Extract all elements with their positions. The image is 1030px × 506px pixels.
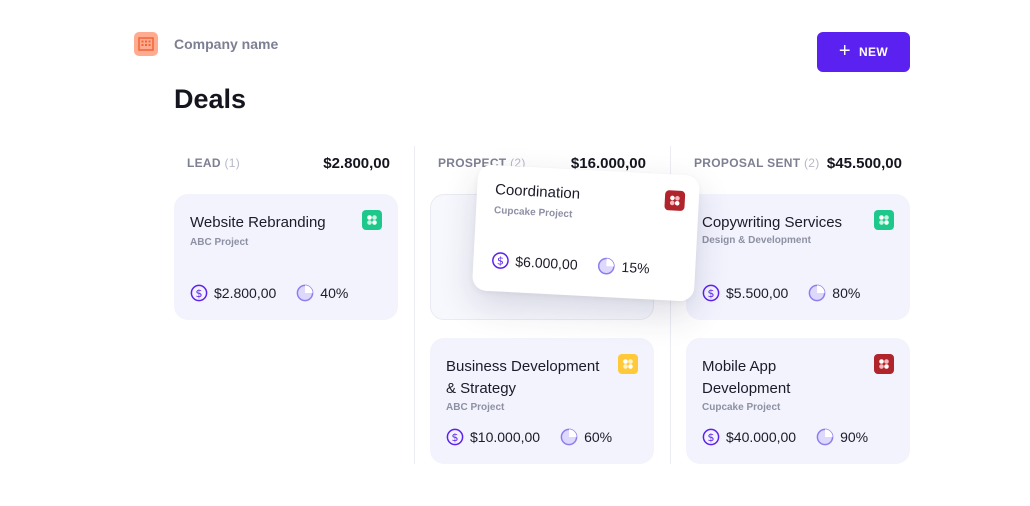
column-count: (2) [804, 156, 820, 170]
deal-probability: 15% [597, 257, 650, 278]
deal-metrics: $ $6.000,00 15% [491, 251, 650, 277]
pie-icon [816, 428, 834, 446]
deal-probability: 40% [296, 284, 348, 302]
deal-title: Website Rebranding [190, 214, 326, 231]
new-button-label: NEW [858, 45, 889, 59]
column-divider [670, 146, 671, 464]
column-total: $45.500,00 [826, 154, 902, 172]
svg-text:$: $ [708, 287, 715, 300]
pie-icon [598, 257, 615, 275]
deal-metrics: $ $2.800,00 40% [190, 284, 348, 302]
column-header-prospect: PROSPECT (2) $16.000,00 [438, 154, 646, 172]
new-deal-button[interactable]: + NEW [817, 32, 910, 72]
dollar-icon: $ [702, 284, 720, 302]
column-total: $2.800,00 [323, 154, 390, 172]
plus-icon: + [838, 40, 851, 62]
svg-text:$: $ [196, 287, 203, 300]
column-total: $16.000,00 [570, 154, 646, 172]
deal-probability: 60% [560, 428, 612, 446]
deal-title: Copywriting Services [702, 214, 843, 231]
column-label: LEAD (1) [187, 156, 241, 170]
deal-card-mobile-app-development[interactable]: Mobile App Development Cupcake Project $… [686, 338, 910, 464]
column-count: (1) [224, 156, 241, 170]
deal-metrics: $ $5.500,00 80% [702, 284, 860, 302]
deal-amount: $ $10.000,00 [446, 428, 540, 446]
deal-title: Mobile App Development [702, 358, 791, 397]
svg-text:$: $ [497, 254, 505, 267]
deal-card-business-development[interactable]: Business Development & Strategy ABC Proj… [430, 338, 654, 464]
deal-amount: $ $2.800,00 [190, 284, 276, 302]
red-badge-icon [874, 354, 894, 374]
deal-title: Business Development & Strategy [446, 358, 600, 397]
green-badge-icon [362, 210, 382, 230]
company-switcher[interactable]: Company name [134, 32, 278, 56]
building-icon [134, 32, 158, 56]
deal-project: ABC Project [190, 237, 249, 248]
column-divider [414, 146, 415, 464]
column-header-lead: LEAD (1) $2.800,00 [187, 154, 390, 172]
column-header-proposal-sent: PROPOSAL SENT (2) $45.500,00 [694, 154, 902, 172]
deal-amount: $ $40.000,00 [702, 428, 796, 446]
deal-project: ABC Project [446, 402, 505, 413]
pie-icon [560, 428, 578, 446]
green-badge-icon [874, 210, 894, 230]
deal-amount: $ $5.500,00 [702, 284, 788, 302]
pie-icon [808, 284, 826, 302]
deal-amount: $ $6.000,00 [491, 251, 578, 273]
deal-probability: 90% [816, 428, 868, 446]
yellow-badge-icon [618, 354, 638, 374]
svg-text:$: $ [452, 431, 459, 444]
deal-card-copywriting-services[interactable]: Copywriting Services Design & Developmen… [686, 194, 910, 320]
page-title: Deals [174, 84, 247, 114]
deal-card-coordination-dragging[interactable]: Coordination Cupcake Project $ $6.000,00… [471, 164, 701, 302]
deal-project: Design & Development [702, 235, 811, 246]
deal-card-website-rebranding[interactable]: Website Rebranding ABC Project $ $2.800,… [174, 194, 398, 320]
column-label: PROPOSAL SENT (2) [694, 156, 820, 170]
red-badge-icon [664, 190, 686, 212]
deal-title: Coordination [494, 181, 581, 203]
dollar-icon: $ [446, 428, 464, 446]
deal-metrics: $ $40.000,00 90% [702, 428, 868, 446]
dollar-icon: $ [190, 284, 208, 302]
deal-metrics: $ $10.000,00 60% [446, 428, 612, 446]
deal-project: Cupcake Project [702, 402, 781, 413]
deal-project: Cupcake Project [493, 205, 573, 221]
svg-text:$: $ [708, 431, 715, 444]
dollar-icon: $ [702, 428, 720, 446]
company-name: Company name [174, 36, 279, 52]
pie-icon [296, 284, 314, 302]
dollar-icon: $ [492, 252, 509, 269]
deal-probability: 80% [808, 284, 860, 302]
